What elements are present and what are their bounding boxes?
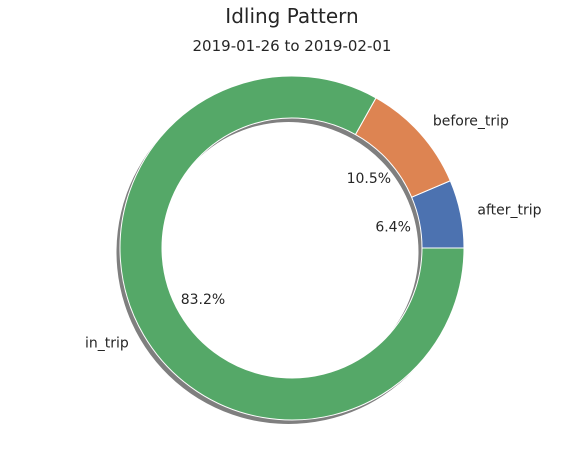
label-before-trip: before_trip [433, 114, 509, 130]
chart-subtitle: 2019-01-26 to 2019-02-01 [192, 37, 392, 55]
label-after-trip: after_trip [477, 202, 541, 218]
chart-title: Idling Pattern [225, 4, 359, 28]
donut-wedges [119, 75, 465, 421]
label-in-trip: in_trip [85, 336, 129, 352]
donut-labels: after_trip 6.4% before_trip 10.5% in_trip 83.… [85, 114, 542, 352]
wedge-in-trip [119, 75, 465, 421]
pct-label-after-trip: 6.4% [375, 219, 411, 235]
pct-label-in-trip: 83.2% [181, 292, 225, 308]
pct-label-before-trip: 10.5% [347, 171, 391, 187]
